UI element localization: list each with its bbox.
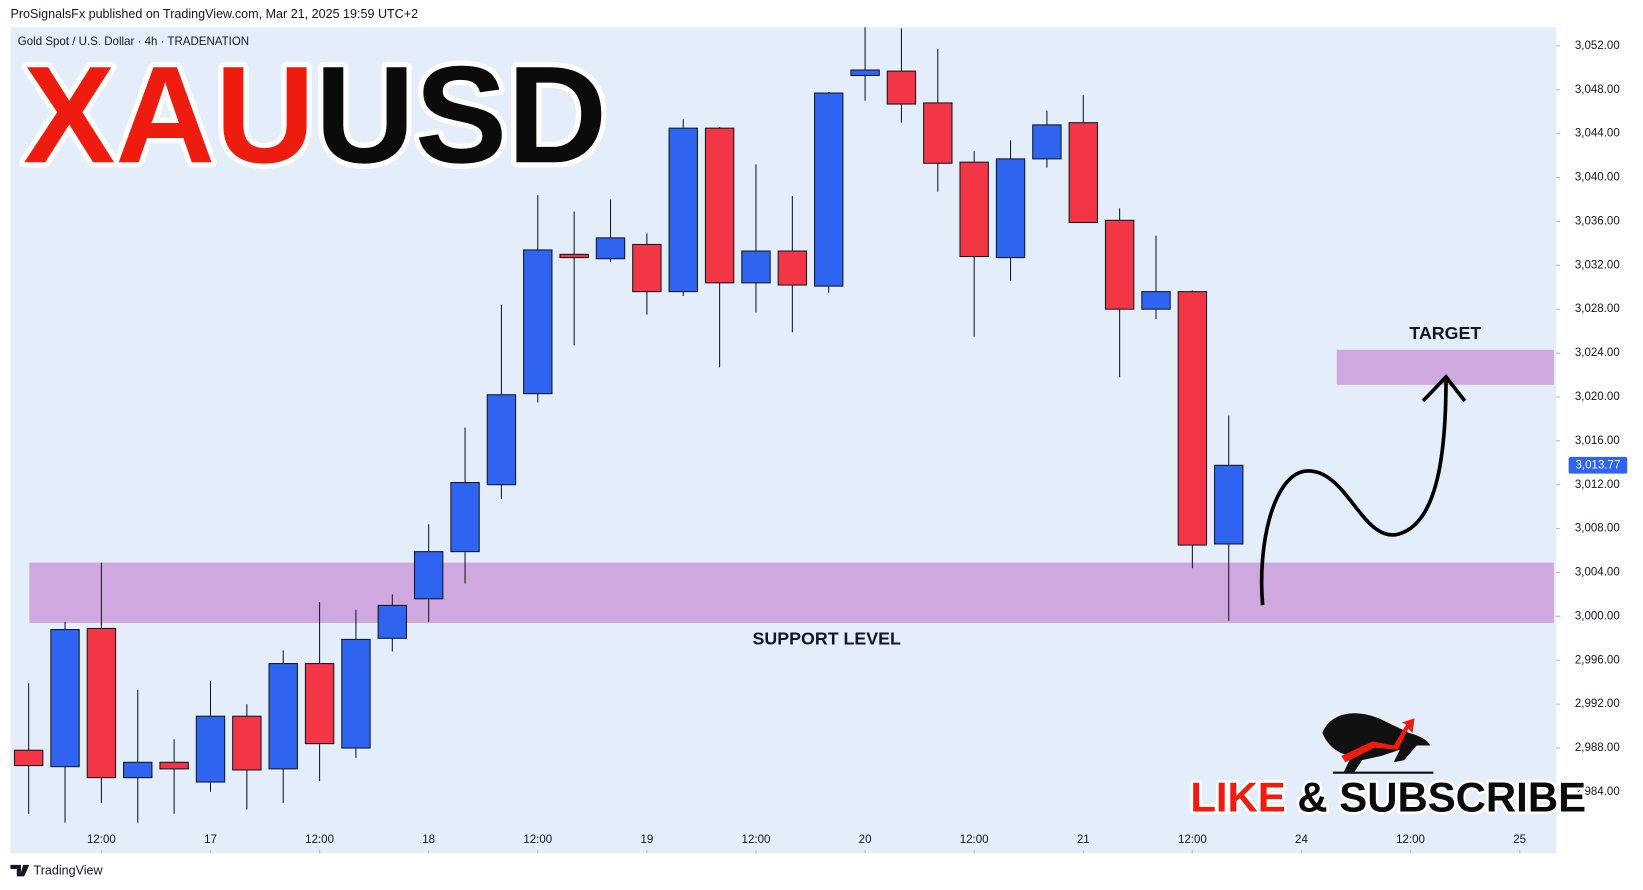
candle-body — [486, 394, 517, 486]
x-tick-label: 18 — [422, 834, 435, 846]
x-tick-label: 12:00 — [960, 834, 989, 846]
y-tick-label: 3,044.00 — [1575, 128, 1620, 140]
candle-body — [959, 161, 989, 258]
cta-part: & SUBSCRIBE — [1297, 773, 1586, 820]
candle-body — [1141, 291, 1171, 310]
candle-body — [632, 243, 662, 293]
candle-body — [232, 715, 262, 771]
candle-body — [595, 237, 626, 260]
candle-body — [668, 127, 698, 293]
x-tick-label: 12:00 — [1178, 834, 1207, 846]
candle-body — [995, 158, 1026, 259]
y-tick-label: 3,020.00 — [1575, 391, 1620, 403]
candle-body — [450, 482, 480, 553]
candle-body — [777, 250, 808, 286]
y-tick-label: 3,048.00 — [1575, 84, 1620, 96]
candle-body — [304, 663, 335, 745]
last-price-label: 3,013.77 — [1576, 459, 1621, 471]
zone-label: SUPPORT LEVEL — [753, 628, 902, 648]
candle-body — [559, 253, 589, 259]
x-tick-label: 20 — [859, 834, 872, 846]
plot-background — [10, 27, 1557, 854]
price-axis — [1556, 27, 1643, 854]
x-tick-label: 12:00 — [1396, 834, 1425, 846]
y-tick-label: 3,008.00 — [1575, 523, 1620, 535]
y-tick-label: 3,040.00 — [1575, 172, 1620, 184]
candle-body — [13, 749, 44, 767]
candle-body — [523, 249, 553, 395]
y-tick-label: 2,996.00 — [1575, 654, 1620, 666]
candle-body — [86, 627, 117, 779]
bull-logo — [1322, 713, 1434, 774]
y-tick-label: 3,000.00 — [1575, 610, 1620, 622]
candle-body — [50, 629, 80, 768]
y-tick-label: 3,028.00 — [1575, 303, 1620, 315]
candle-body — [341, 638, 371, 749]
candle-body — [886, 70, 917, 105]
title-part: XAU — [23, 38, 315, 192]
candle-body — [1032, 124, 1062, 160]
title-part: USD — [315, 38, 607, 192]
y-tick-label: 2,984.00 — [1575, 786, 1620, 798]
candle-body — [1214, 464, 1244, 545]
candle-body — [704, 127, 735, 284]
candle-body — [268, 663, 298, 770]
bull-arrow — [1341, 718, 1415, 763]
candle-body — [413, 551, 444, 600]
x-tick-label: 17 — [204, 834, 217, 846]
candle-body — [741, 250, 771, 284]
candle-body — [850, 69, 880, 77]
zone — [29, 562, 1554, 623]
x-tick-label: 19 — [640, 834, 653, 846]
candle-body — [923, 102, 953, 164]
candle-body — [814, 92, 844, 287]
y-tick-label: 3,004.00 — [1575, 567, 1620, 579]
tv-logo — [10, 864, 30, 877]
candle-body — [377, 604, 408, 639]
candle-body — [159, 761, 189, 770]
candle-body — [195, 715, 226, 783]
arrow-head — [1421, 374, 1467, 403]
x-tick-label: 21 — [1077, 834, 1090, 846]
last-price-box — [1568, 456, 1628, 474]
y-tick-label: 2,992.00 — [1575, 698, 1620, 710]
candle-body — [1104, 219, 1135, 310]
x-tick-label: 12:00 — [742, 834, 771, 846]
y-tick-label: 2,988.00 — [1575, 742, 1620, 754]
y-tick-label: 3,036.00 — [1575, 215, 1620, 227]
x-tick-label: 12:00 — [87, 834, 116, 846]
header: ProSignalsFx published on TradingView.co… — [10, 7, 418, 21]
cta: LIKE & SUBSCRIBE — [1190, 773, 1586, 820]
cta-part: LIKE — [1190, 773, 1285, 820]
symbol-info: Gold Spot / U.S. Dollar · 4h · TRADENATI… — [18, 36, 249, 48]
y-tick-label: 3,016.00 — [1575, 435, 1620, 447]
zone-label: TARGET — [1409, 323, 1481, 343]
footer: TradingView — [34, 863, 104, 877]
y-tick-label: 3,032.00 — [1575, 259, 1620, 271]
x-tick-label: 12:00 — [523, 834, 552, 846]
y-tick-label: 3,052.00 — [1575, 40, 1620, 52]
candle-body — [1068, 122, 1098, 224]
y-tick-label: 3,012.00 — [1575, 479, 1620, 491]
x-tick-label: 25 — [1513, 834, 1526, 846]
footer-logo — [10, 864, 30, 877]
big-title: XAUUSD — [23, 38, 607, 192]
x-tick-label: 24 — [1295, 834, 1308, 846]
x-tick-label: 12:00 — [305, 834, 334, 846]
candle-body — [123, 761, 153, 779]
projection-arrow — [1259, 379, 1448, 606]
candle-body — [1177, 291, 1208, 546]
y-tick-label: 3,024.00 — [1575, 347, 1620, 359]
